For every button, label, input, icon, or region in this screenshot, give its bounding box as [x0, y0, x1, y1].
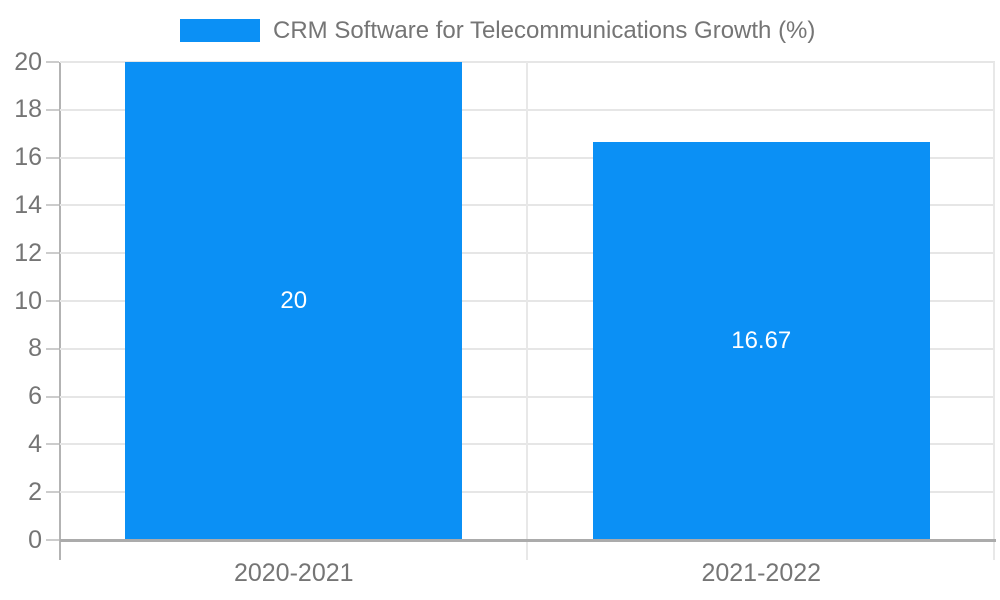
- x-tick-label-2020-2021: 2020-2021: [233, 559, 354, 587]
- y-tick-label-2: 2: [28, 477, 42, 506]
- bar-value-label-2021-2022: 16.67: [731, 326, 792, 354]
- bar-value-label-2020-2021: 20: [280, 287, 308, 314]
- y-tick-label-16: 16: [14, 143, 42, 172]
- y-tick-label-4: 4: [28, 429, 42, 458]
- legend-label: CRM Software for Telecommunications Grow…: [273, 17, 816, 44]
- y-tick-label-10: 10: [14, 286, 42, 315]
- y-tick-18: [46, 108, 59, 111]
- y-tick-label-18: 18: [14, 95, 42, 124]
- y-tick-12: [46, 252, 59, 255]
- y-tick-label-20: 20: [14, 47, 42, 76]
- y-tick-14: [46, 204, 59, 207]
- y-tick-label-14: 14: [14, 190, 42, 219]
- y-tick-0: [46, 539, 59, 541]
- y-tick-8: [46, 347, 59, 350]
- y-tick-2: [46, 491, 59, 494]
- bar-2020-2021[interactable]: 20: [125, 62, 463, 540]
- bar-2021-2022[interactable]: 16.67: [592, 141, 930, 540]
- y-tick-16: [46, 156, 59, 159]
- y-tick-4: [46, 443, 59, 446]
- y-tick-label-0: 0: [28, 525, 42, 554]
- x-axis-line: [60, 539, 996, 542]
- y-tick-label-8: 8: [28, 334, 42, 363]
- x-tick-label-2021-2022: 2021-2022: [701, 559, 822, 587]
- y-tick-label-12: 12: [14, 238, 42, 267]
- plot-area: 20 16.67: [60, 61, 995, 560]
- y-tick-10: [46, 300, 59, 302]
- y-tick-label-6: 6: [28, 382, 42, 411]
- legend-swatch: [180, 19, 260, 42]
- y-tick-20: [46, 61, 59, 63]
- y-axis-line: [59, 62, 61, 560]
- legend[interactable]: CRM Software for Telecommunications Grow…: [180, 17, 815, 44]
- y-tick-6: [46, 395, 59, 398]
- category-separator-1: [525, 62, 528, 560]
- category-separator-2: [993, 62, 995, 560]
